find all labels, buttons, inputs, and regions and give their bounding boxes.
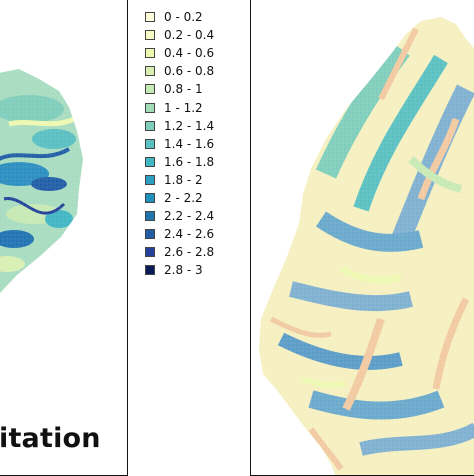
legend-label: 0.8 - 1 — [164, 82, 203, 97]
legend-item: 0.8 - 1 — [145, 82, 203, 96]
legend-swatch — [145, 120, 155, 131]
legend-label: 0.2 - 0.4 — [164, 28, 215, 43]
legend-label: 2.4 - 2.6 — [164, 227, 215, 242]
map-title: itation — [0, 423, 101, 454]
legend-swatch — [145, 48, 155, 59]
legend-swatch — [145, 102, 155, 113]
legend-label: 1.6 - 1.8 — [164, 154, 215, 169]
legend-swatch — [145, 265, 155, 276]
legend-label: 2.8 - 3 — [164, 263, 203, 278]
legend-swatch — [145, 66, 155, 77]
left-map — [0, 69, 83, 294]
legend-item: 1.2 - 1.4 — [145, 119, 214, 133]
legend-swatch — [145, 211, 155, 222]
legend-item: 1.4 - 1.6 — [145, 137, 214, 151]
legend-swatch — [145, 12, 155, 22]
legend-item: 1.6 - 1.8 — [145, 155, 214, 169]
legend-label: 1.8 - 2 — [164, 172, 203, 187]
legend-label: 0.4 - 0.6 — [164, 46, 215, 61]
legend-swatch — [145, 193, 155, 203]
legend-label: 1 - 1.2 — [164, 100, 203, 115]
legend-item: 2.6 - 2.8 — [145, 245, 214, 259]
legend-label: 2 - 2.2 — [164, 191, 203, 205]
legend-item: 0.6 - 0.8 — [145, 64, 214, 78]
legend-item: 0.4 - 0.6 — [145, 46, 214, 60]
legend-item: 1.8 - 2 — [145, 173, 203, 187]
left-map-texture — [0, 69, 83, 294]
legend-swatch — [145, 247, 155, 258]
legend-item: 2.4 - 2.6 — [145, 227, 214, 241]
legend-item: 0.2 - 0.4 — [145, 28, 214, 42]
legend-item: 0 - 0.2 — [145, 10, 203, 24]
right-map-texture — [259, 17, 474, 475]
right-map-panel — [250, 0, 474, 476]
legend-swatch — [145, 229, 155, 240]
legend-label: 1.4 - 1.6 — [164, 136, 215, 151]
legend-label: 1.2 - 1.4 — [164, 118, 215, 133]
legend-label: 0.6 - 0.8 — [164, 64, 215, 79]
right-map — [259, 17, 474, 475]
left-map-panel: itation — [0, 0, 128, 476]
legend-item: 1 - 1.2 — [145, 101, 203, 115]
legend-swatch — [145, 156, 155, 167]
legend-swatch — [145, 84, 155, 95]
legend-label: 2.6 - 2.8 — [164, 245, 215, 260]
legend-label: 2.2 - 2.4 — [164, 209, 215, 224]
legend-item: 2 - 2.2 — [145, 191, 203, 205]
legend-swatch — [145, 138, 155, 149]
legend-item: 2.2 - 2.4 — [145, 209, 214, 223]
legend-swatch — [145, 30, 155, 41]
legend-item: 2.8 - 3 — [145, 263, 203, 277]
legend-label: 0 - 0.2 — [164, 10, 203, 24]
legend-swatch — [145, 174, 155, 185]
